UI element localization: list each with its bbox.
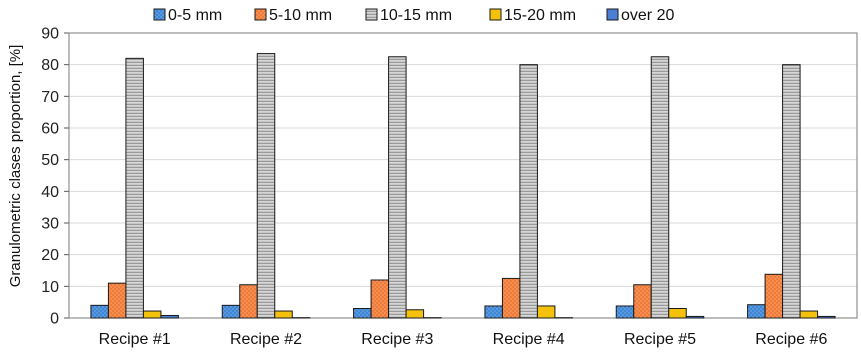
- bar-5-10-mm-3: [370, 279, 390, 319]
- plot-area-border: [68, 32, 858, 319]
- x-category-label: Recipe #2: [230, 331, 302, 348]
- legend-label: 5-10 mm: [269, 7, 332, 24]
- y-tick-label: 60: [41, 121, 59, 138]
- x-category-label: Recipe #6: [755, 331, 827, 348]
- bar-10-15-mm-5: [650, 56, 670, 319]
- x-category-label: Recipe #1: [99, 331, 171, 348]
- bar-10-15-mm-1: [125, 57, 144, 319]
- legend-label: over 20: [621, 7, 674, 24]
- y-tick-label: 40: [41, 184, 59, 201]
- axes: [64, 32, 858, 319]
- legend-label: 10-15 mm: [380, 7, 452, 24]
- bar-5-10-mm-2: [239, 284, 258, 319]
- bars: [90, 53, 836, 319]
- bar-15-20-mm-5: [668, 308, 687, 319]
- legend-label: 15-20 mm: [504, 7, 576, 24]
- bar-15-20-mm-6: [799, 310, 819, 319]
- bar-5-10-mm-5: [633, 284, 652, 319]
- grid-lines: [69, 32, 857, 287]
- bar-10-15-mm-3: [388, 56, 407, 319]
- legend: 0-5 mm 5-10 mm 10-15 mm 15-20 mm over 20: [153, 7, 674, 24]
- legend-swatch: [606, 8, 619, 21]
- legend-swatch: [489, 8, 502, 21]
- legend-swatch: [254, 8, 267, 21]
- legend-swatch: [153, 8, 166, 21]
- bar-0-5-mm-5: [615, 305, 635, 319]
- x-category-label: Recipe #3: [361, 331, 433, 348]
- bar-5-10-mm-4: [501, 277, 521, 319]
- bar-5-10-mm-6: [764, 273, 784, 319]
- bar-10-15-mm-2: [256, 53, 276, 319]
- bar-10-15-mm-6: [782, 64, 801, 319]
- y-tick-label: 0: [50, 311, 59, 328]
- bar-15-20-mm-1: [142, 310, 162, 319]
- bar-0-5-mm-6: [747, 304, 766, 319]
- y-tick-label: 80: [41, 57, 59, 74]
- legend-label: 0-5 mm: [168, 7, 222, 24]
- bar-5-10-mm-1: [107, 282, 127, 319]
- y-tick-label: 50: [41, 152, 59, 169]
- y-tick-label: 30: [41, 216, 59, 233]
- bar-15-20-mm-3: [405, 309, 425, 319]
- y-tick-label: 70: [41, 89, 59, 106]
- x-category-label: Recipe #5: [624, 331, 696, 348]
- bar-0-5-mm-2: [221, 304, 241, 319]
- bar-15-20-mm-4: [536, 305, 556, 319]
- y-axis-label: Granulometric clases proportion, [%]: [7, 45, 24, 288]
- bar-0-5-mm-3: [353, 308, 372, 319]
- bar-15-20-mm-2: [274, 310, 293, 319]
- y-tick-label: 20: [41, 247, 59, 264]
- bar-over-20-1: [160, 314, 179, 319]
- bar-0-5-mm-1: [90, 304, 109, 319]
- bar-10-15-mm-4: [519, 64, 538, 319]
- legend-swatch: [365, 8, 378, 21]
- tick-labels: 0 10 20 30 40 50 60 70 80 90 Recipe #1 Recipe #2 Rec…: [41, 26, 827, 349]
- y-tick-label: 10: [41, 279, 59, 296]
- y-tick-label: 90: [41, 26, 59, 43]
- bar-over-20-5: [685, 315, 705, 319]
- bar-0-5-mm-4: [484, 305, 503, 319]
- x-category-label: Recipe #4: [493, 331, 565, 348]
- bar-over-20-6: [817, 315, 836, 319]
